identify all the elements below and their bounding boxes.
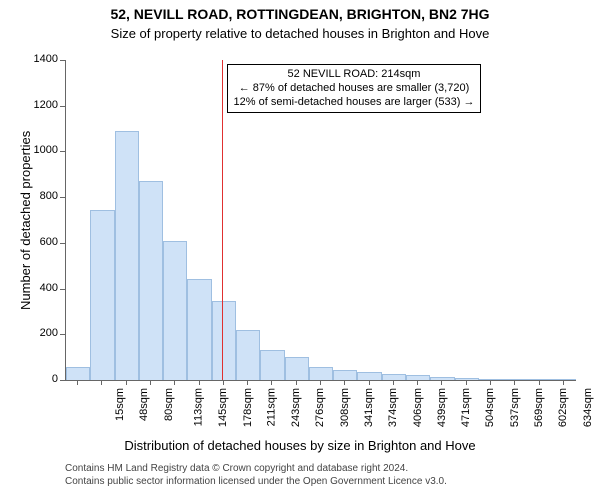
chart-container: 52, NEVILL ROAD, ROTTINGDEAN, BRIGHTON, … <box>0 0 600 500</box>
xtick-label: 80sqm <box>163 388 175 421</box>
bar <box>527 379 551 380</box>
bar <box>139 181 163 380</box>
footer-line: Contains public sector information licen… <box>65 475 447 488</box>
xtick-mark <box>563 380 564 385</box>
bar <box>309 367 333 380</box>
xtick-label: 341sqm <box>363 388 375 427</box>
xtick-label: 602sqm <box>557 388 569 427</box>
bar <box>115 131 139 380</box>
ytick-mark <box>60 106 65 107</box>
annotation-line: ← 87% of detached houses are smaller (3,… <box>234 82 475 96</box>
xtick-label: 48sqm <box>138 388 150 421</box>
xtick-mark <box>441 380 442 385</box>
footer: Contains HM Land Registry data © Crown c… <box>65 462 447 488</box>
footer-line: Contains HM Land Registry data © Crown c… <box>65 462 447 475</box>
xtick-mark <box>296 380 297 385</box>
xtick-label: 374sqm <box>387 388 399 427</box>
xtick-mark <box>223 380 224 385</box>
bar <box>90 210 114 380</box>
xtick-mark <box>199 380 200 385</box>
xtick-mark <box>514 380 515 385</box>
xtick-mark <box>539 380 540 385</box>
bar <box>503 379 527 380</box>
annotation-box: 52 NEVILL ROAD: 214sqm← 87% of detached … <box>227 64 482 113</box>
ytick-label: 1200 <box>20 99 58 111</box>
ytick-mark <box>60 289 65 290</box>
xtick-mark <box>271 380 272 385</box>
xtick-label: 406sqm <box>412 388 424 427</box>
bar <box>163 241 187 380</box>
xtick-mark <box>417 380 418 385</box>
xtick-label: 276sqm <box>315 388 327 427</box>
xtick-label: 211sqm <box>265 388 277 426</box>
ytick-mark <box>60 60 65 61</box>
xtick-label: 634sqm <box>582 388 594 427</box>
bar <box>552 379 576 380</box>
xtick-label: 178sqm <box>242 388 254 427</box>
ytick-label: 600 <box>20 236 58 248</box>
xtick-label: 537sqm <box>509 388 521 427</box>
bar <box>212 301 236 380</box>
xtick-mark <box>369 380 370 385</box>
ytick-mark <box>60 334 65 335</box>
chart-subtitle: Size of property relative to detached ho… <box>0 26 600 41</box>
x-axis-label: Distribution of detached houses by size … <box>0 438 600 453</box>
bar <box>406 375 430 380</box>
xtick-label: 569sqm <box>533 388 545 427</box>
bar <box>382 374 406 380</box>
ytick-mark <box>60 197 65 198</box>
xtick-mark <box>174 380 175 385</box>
xtick-mark <box>344 380 345 385</box>
ytick-label: 1000 <box>20 144 58 156</box>
xtick-label: 504sqm <box>485 388 497 427</box>
xtick-mark <box>247 380 248 385</box>
annotation-line: 52 NEVILL ROAD: 214sqm <box>234 68 475 82</box>
reference-line <box>222 60 223 380</box>
xtick-mark <box>393 380 394 385</box>
annotation-line: 12% of semi-detached houses are larger (… <box>234 96 475 110</box>
bar <box>455 378 479 380</box>
bar <box>187 279 211 380</box>
bar <box>285 357 309 380</box>
xtick-label: 243sqm <box>290 388 302 427</box>
ytick-mark <box>60 151 65 152</box>
ytick-label: 0 <box>20 373 58 385</box>
ytick-mark <box>60 243 65 244</box>
xtick-label: 113sqm <box>192 388 204 426</box>
bar <box>357 372 381 380</box>
ytick-label: 800 <box>20 190 58 202</box>
ytick-label: 1400 <box>20 53 58 65</box>
ytick-mark <box>60 380 65 381</box>
xtick-mark <box>101 380 102 385</box>
xtick-label: 471sqm <box>460 388 472 427</box>
xtick-mark <box>466 380 467 385</box>
xtick-label: 145sqm <box>217 388 229 427</box>
xtick-label: 308sqm <box>339 388 351 427</box>
xtick-label: 439sqm <box>436 388 448 427</box>
xtick-mark <box>320 380 321 385</box>
xtick-mark <box>126 380 127 385</box>
bar <box>333 370 357 380</box>
xtick-mark <box>77 380 78 385</box>
ytick-label: 400 <box>20 282 58 294</box>
bar <box>66 367 90 380</box>
chart-title: 52, NEVILL ROAD, ROTTINGDEAN, BRIGHTON, … <box>0 6 600 22</box>
xtick-label: 15sqm <box>114 388 126 421</box>
bar <box>430 377 454 380</box>
ytick-label: 200 <box>20 327 58 339</box>
bar <box>236 330 260 380</box>
bar <box>260 350 284 380</box>
xtick-mark <box>150 380 151 385</box>
xtick-mark <box>490 380 491 385</box>
